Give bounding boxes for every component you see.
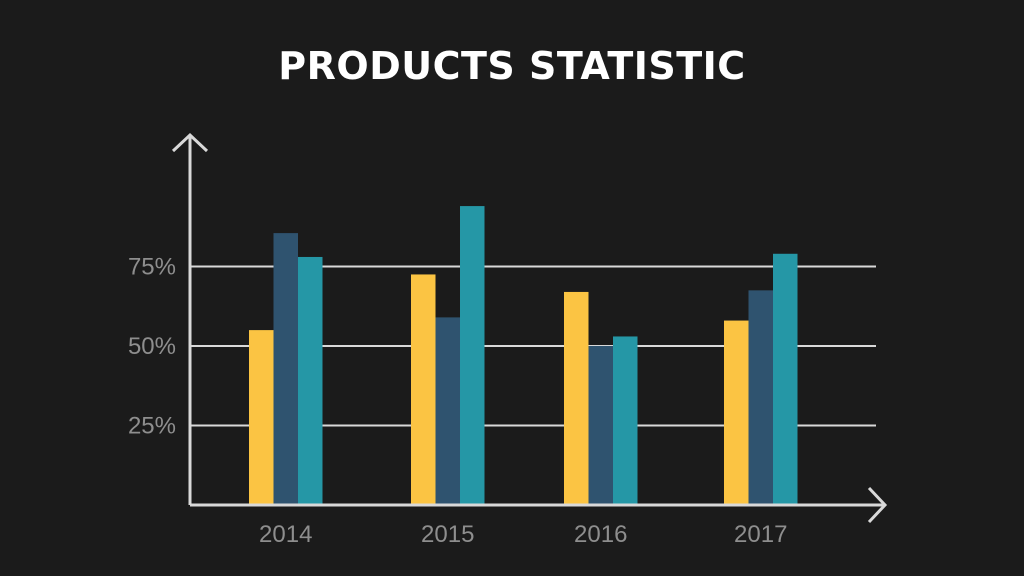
x-tick-label: 2017 — [734, 521, 787, 548]
y-axis-arrow-icon — [171, 132, 209, 153]
bar-2016-series-3 — [613, 336, 638, 505]
bar-2014-series-3 — [298, 256, 323, 505]
x-tick-label: 2016 — [574, 521, 627, 548]
x-tick-label: 2014 — [259, 521, 312, 548]
bar-2017-series-3 — [773, 253, 798, 505]
bar-2015-series-1 — [411, 274, 436, 505]
bar-2016-series-2 — [588, 346, 613, 505]
chart-title: PRODUCTS STATISTIC — [278, 44, 746, 88]
bar-2015-series-3 — [460, 206, 485, 505]
bar-2017-series-1 — [724, 320, 749, 505]
x-axis-arrow-icon — [867, 486, 888, 524]
bar-2015-series-2 — [435, 317, 460, 505]
bar-2014-series-2 — [273, 233, 298, 506]
y-tick-label: 25% — [128, 413, 176, 440]
x-tick-label: 2015 — [421, 521, 474, 548]
y-tick-label: 50% — [128, 333, 176, 360]
bar-2016-series-1 — [564, 291, 589, 505]
bar-2017-series-2 — [748, 290, 773, 505]
bar-2014-series-1 — [249, 330, 274, 505]
y-tick-label: 75% — [128, 254, 176, 281]
